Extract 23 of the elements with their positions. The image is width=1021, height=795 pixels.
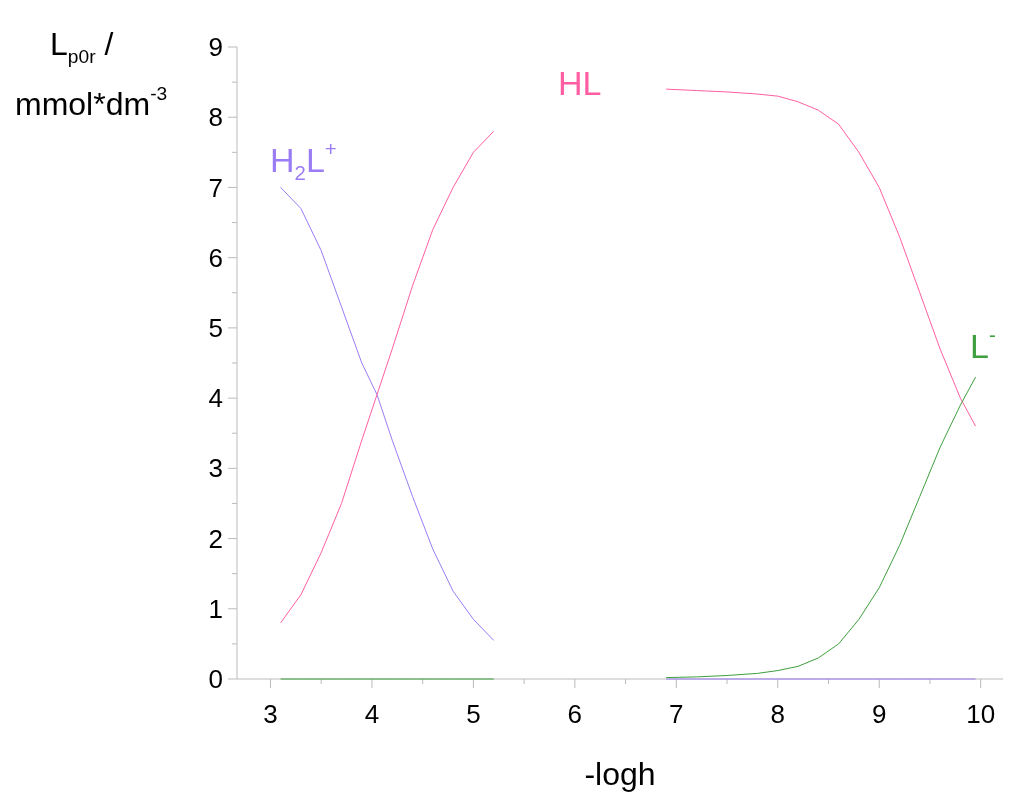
- y-tick-label: 8: [208, 102, 223, 133]
- x-tick-label: 9: [871, 699, 887, 729]
- x-tick-label: 8: [770, 699, 785, 729]
- x-tick-label: 10: [966, 699, 996, 729]
- y-tick-label: 4: [208, 383, 223, 414]
- series-label: L$^{-}$: [970, 324, 996, 365]
- y-tick-label: 1: [208, 593, 223, 624]
- x-tick-label: 3: [263, 699, 278, 729]
- x-tick-label: 6: [567, 699, 583, 729]
- y-tick-label: 3: [208, 453, 223, 484]
- x-tick-label: 5: [466, 699, 481, 729]
- x-axis-title: -logh: [584, 756, 656, 792]
- y-tick-label: 5: [208, 312, 223, 343]
- series-label: H$_{2}$L$^{+}$: [270, 138, 337, 184]
- y-tick-label: 7: [208, 172, 223, 203]
- y-tick-label: 9: [208, 32, 223, 63]
- y-tick-label: 2: [208, 523, 223, 554]
- x-tick-label: 4: [364, 699, 380, 729]
- series-label: HL: [558, 64, 602, 102]
- y-tick-label: 0: [208, 664, 223, 695]
- x-tick-label: 7: [669, 699, 684, 729]
- y-axis-title: L$_{p0r}$ / mmol*dm$^{-3}$: [15, 26, 168, 122]
- y-tick-label: 6: [208, 242, 223, 273]
